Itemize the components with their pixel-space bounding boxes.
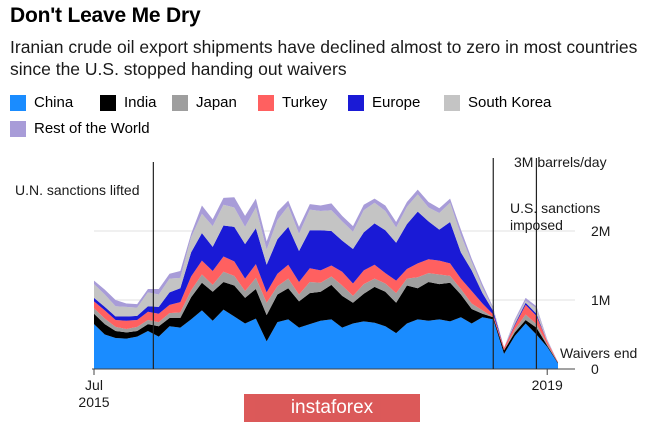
- legend-label: South Korea: [468, 94, 552, 111]
- legend-swatch: [348, 94, 364, 111]
- area-india: [94, 282, 558, 364]
- x-tick-label: 2015: [78, 394, 109, 410]
- legend-item-turkey: Turkey: [258, 94, 327, 111]
- legend-item-india: India: [100, 94, 157, 111]
- area-china: [94, 309, 558, 369]
- legend-swatch: [444, 94, 460, 111]
- legend-label: Japan: [196, 94, 237, 111]
- annotation-label: U.S. sanctions: [510, 200, 600, 216]
- y-tick-label: 0: [591, 361, 599, 377]
- legend-item-rest-of-the-world: Rest of the World: [10, 120, 150, 137]
- legend-swatch: [10, 120, 26, 137]
- legend-swatch: [10, 94, 26, 111]
- annotation-label: Waivers end: [560, 345, 637, 361]
- legend-label: Turkey: [282, 94, 328, 111]
- legend-item-china: China: [10, 94, 73, 111]
- legend-label: Rest of the World: [34, 120, 150, 137]
- legend-label: India: [124, 94, 157, 111]
- x-tick-label: 2019: [532, 377, 563, 393]
- legend-swatch: [172, 94, 188, 111]
- legend-swatch: [100, 94, 116, 111]
- watermark-badge: instaforex: [244, 394, 420, 422]
- chart-subtitle: Iranian crude oil export shipments have …: [10, 37, 638, 79]
- legend-item-south-korea: South Korea: [444, 94, 551, 111]
- y-unit-label: 3M barrels/day: [514, 154, 607, 170]
- legend-item-europe: Europe: [348, 94, 420, 111]
- area-europe: [94, 211, 558, 363]
- annotation-label: U.N. sanctions lifted: [15, 182, 140, 198]
- legend-item-japan: Japan: [172, 94, 237, 111]
- area-turkey: [94, 256, 558, 363]
- y-tick-label: 2M: [591, 223, 610, 239]
- legend-swatch: [258, 94, 274, 111]
- chart-title: Don't Leave Me Dry: [10, 4, 201, 27]
- x-tick-label: Jul: [85, 377, 103, 393]
- legend-label: China: [34, 94, 74, 111]
- area-south-korea: [94, 194, 558, 363]
- y-tick-label: 1M: [591, 292, 610, 308]
- legend-label: Europe: [372, 94, 421, 111]
